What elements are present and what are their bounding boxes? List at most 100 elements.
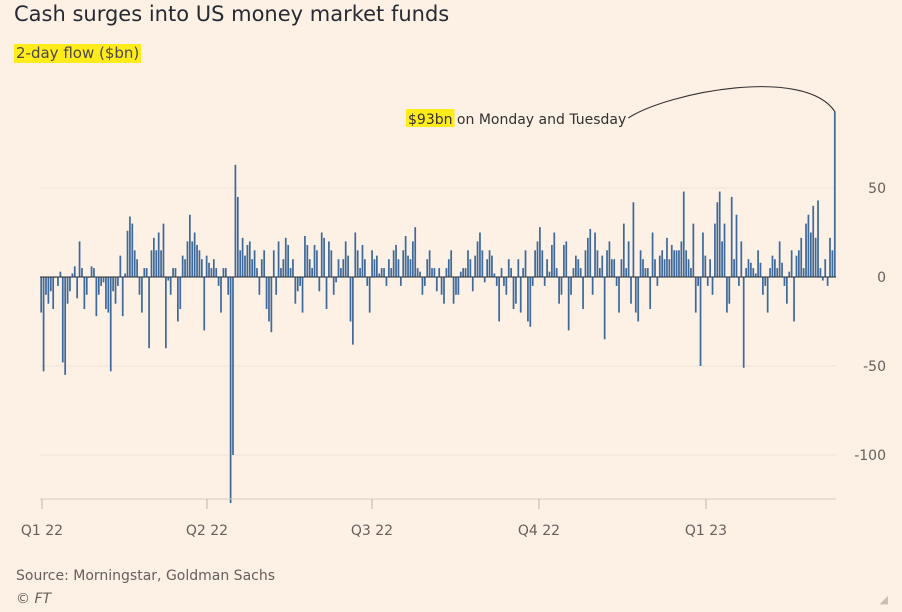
bar xyxy=(714,223,716,277)
bar xyxy=(181,255,184,277)
bar xyxy=(826,277,829,286)
bar xyxy=(196,244,198,277)
bar xyxy=(711,277,714,295)
bar xyxy=(260,259,263,277)
resize-grip-icon[interactable]: ◢ xyxy=(879,593,888,606)
bar xyxy=(378,273,381,277)
bar xyxy=(668,259,671,277)
bar xyxy=(64,277,67,375)
bar xyxy=(500,268,503,277)
bar xyxy=(539,227,541,277)
bar xyxy=(296,277,299,292)
bar xyxy=(354,232,357,277)
bar xyxy=(682,191,685,277)
bar xyxy=(807,214,810,277)
bar xyxy=(109,277,112,372)
annotation-caption: on Monday and Tuesday xyxy=(452,112,626,128)
annotation-text: $93bn on Monday and Tuesday xyxy=(408,112,626,128)
bar xyxy=(423,277,426,286)
bar xyxy=(651,232,654,277)
y-tick-label: 50 xyxy=(868,181,886,197)
bar xyxy=(212,259,215,277)
bar xyxy=(670,244,673,277)
bar xyxy=(598,268,601,277)
bar xyxy=(778,241,781,277)
bar xyxy=(114,277,117,304)
bar xyxy=(680,241,683,277)
bar xyxy=(452,277,455,304)
bar xyxy=(558,277,560,304)
bar xyxy=(718,191,721,277)
bar xyxy=(292,259,294,277)
bar xyxy=(776,268,779,277)
bar xyxy=(673,250,676,277)
bar xyxy=(819,268,822,277)
bar xyxy=(311,268,313,277)
bar xyxy=(428,250,431,277)
bar xyxy=(790,250,793,277)
bar xyxy=(512,277,515,310)
bar xyxy=(179,277,182,310)
bar xyxy=(498,277,501,322)
bar xyxy=(280,268,282,277)
bar xyxy=(754,273,757,277)
bar xyxy=(61,277,64,363)
bar xyxy=(97,277,100,295)
bar xyxy=(663,259,666,277)
bar xyxy=(157,232,160,277)
chart-subtitle: 2-day flow ($bn) xyxy=(14,44,142,63)
bar xyxy=(284,237,287,277)
bar xyxy=(618,277,620,313)
x-tick-label: Q4 22 xyxy=(518,523,560,539)
bar xyxy=(299,277,302,286)
bar xyxy=(117,277,119,286)
bar xyxy=(762,277,764,295)
bar xyxy=(740,241,743,277)
bar xyxy=(474,255,477,277)
bar xyxy=(320,232,323,277)
y-tick-label: -100 xyxy=(854,448,886,464)
bar xyxy=(824,259,827,277)
bar xyxy=(481,250,484,277)
chart-title: Cash surges into US money market funds xyxy=(14,2,450,26)
bar xyxy=(560,277,563,295)
bar xyxy=(188,214,191,277)
bar xyxy=(726,277,728,313)
bar xyxy=(248,241,251,277)
bar xyxy=(272,250,275,277)
bar xyxy=(277,241,280,277)
bar xyxy=(742,277,745,368)
bar xyxy=(809,232,812,277)
bar xyxy=(483,277,486,283)
bar xyxy=(812,205,815,277)
bar xyxy=(121,277,124,317)
bar xyxy=(148,277,150,349)
bar xyxy=(172,268,174,277)
bar xyxy=(220,277,222,313)
annotation-connector xyxy=(628,86,836,119)
bar xyxy=(306,244,309,277)
bar xyxy=(797,250,800,277)
bar xyxy=(658,255,661,277)
bar xyxy=(455,277,457,295)
bar xyxy=(387,259,390,277)
y-tick-label: 0 xyxy=(877,270,886,286)
bar xyxy=(479,232,481,277)
bar xyxy=(536,241,539,277)
bar xyxy=(136,259,138,277)
bar xyxy=(340,268,342,277)
bar xyxy=(831,250,834,277)
bar xyxy=(687,259,690,277)
bar xyxy=(256,268,258,277)
bar xyxy=(102,277,105,283)
bar xyxy=(153,237,155,277)
bar xyxy=(829,237,831,277)
bar xyxy=(702,232,704,277)
bar xyxy=(409,259,412,277)
bar xyxy=(606,250,608,277)
bar xyxy=(328,241,330,277)
bar xyxy=(414,227,417,277)
bar xyxy=(656,277,659,286)
bar xyxy=(766,277,769,313)
bar xyxy=(551,244,553,277)
